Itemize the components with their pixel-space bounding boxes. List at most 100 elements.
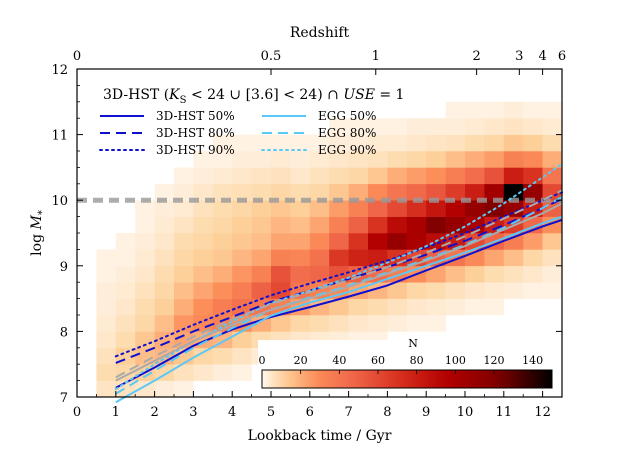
- top-tick-label: 3: [515, 49, 523, 64]
- heatmap-cell: [542, 167, 563, 185]
- heatmap-cell: [523, 282, 543, 299]
- heatmap-cell: [426, 167, 446, 185]
- heatmap-cell: [329, 265, 349, 283]
- heatmap-cell: [309, 249, 330, 267]
- heatmap-cell: [406, 298, 427, 316]
- colorbar-tick-label: 60: [371, 354, 385, 367]
- x-tick-label: 9: [422, 405, 430, 420]
- heatmap-cell: [406, 183, 427, 201]
- heatmap-cell: [426, 315, 446, 332]
- heatmap-cell: [542, 265, 563, 283]
- heatmap-cell: [387, 233, 408, 250]
- heatmap-cell: [503, 167, 524, 185]
- series-line-7: [115, 189, 563, 379]
- heatmap-cell: [96, 265, 117, 283]
- legend-label: EGG 90%: [318, 143, 376, 157]
- heatmap-cell: [445, 167, 466, 185]
- heatmap-cell: [542, 282, 563, 299]
- top-tick-label: 1: [372, 49, 380, 64]
- heatmap-cell: [484, 183, 505, 201]
- heatmap-cell: [329, 183, 349, 201]
- top-tick-label: 0.5: [261, 49, 282, 64]
- top-axis-label: Redshift: [290, 25, 350, 41]
- colorbar-tick-label: 140: [522, 354, 543, 367]
- heatmap-cell: [154, 265, 175, 283]
- heatmap-cell: [251, 216, 272, 234]
- heatmap-cell: [348, 118, 369, 135]
- heatmap-cell: [387, 167, 408, 185]
- y-tick-label: 11: [51, 129, 68, 144]
- heatmap-cell: [193, 167, 214, 185]
- heatmap-cell: [212, 216, 233, 234]
- colorbar: 0 20 40 60 80 100 120 140 N: [258, 337, 556, 390]
- heatmap-cell: [271, 216, 291, 234]
- heatmap-cell: [406, 282, 427, 299]
- y-tick-label: 9: [60, 260, 68, 275]
- heatmap-cell: [406, 134, 427, 152]
- heatmap-cell: [212, 134, 233, 152]
- heatmap-cell: [193, 233, 214, 250]
- heatmap-cell: [523, 200, 543, 217]
- heatmap-cell: [271, 315, 291, 332]
- heatmap-cell: [523, 265, 543, 283]
- heatmap-cell: [348, 233, 369, 250]
- heatmap-cell: [290, 233, 311, 250]
- heatmap-cell: [523, 249, 543, 267]
- heatmap-cell: [542, 101, 563, 119]
- x-tick-label: 1: [112, 405, 120, 420]
- heatmap-cell: [426, 298, 446, 316]
- heatmap-cell: [348, 216, 369, 234]
- heatmap-cell: [523, 183, 543, 201]
- heatmap-cell: [387, 216, 408, 234]
- heatmap-cell: [406, 315, 427, 332]
- heatmap-cell: [193, 298, 214, 316]
- heatmap-cell: [523, 101, 543, 119]
- heatmap-cell: [445, 183, 466, 201]
- heatmap-cell: [96, 315, 117, 332]
- heatmap-cell: [348, 167, 369, 185]
- heatmap-cell: [445, 265, 466, 283]
- heatmap-cell: [523, 151, 543, 168]
- heatmap-cell: [174, 200, 194, 217]
- heatmap-cell: [212, 167, 233, 185]
- heatmap-cell: [154, 216, 175, 234]
- heatmap-cell: [154, 380, 175, 398]
- heatmap-cell: [445, 134, 466, 152]
- heatmap-cell: [465, 151, 485, 168]
- heatmap-cell: [96, 364, 117, 381]
- heatmap-cell: [271, 200, 291, 217]
- heatmap-cell: [542, 249, 563, 267]
- heatmap-cell: [232, 298, 252, 316]
- heatmap-cell: [329, 233, 349, 250]
- heatmap-cell: [309, 183, 330, 201]
- heatmap-cell: [484, 298, 505, 316]
- heatmap-cell: [523, 233, 543, 250]
- heatmap-cell: [271, 233, 291, 250]
- heatmap-cell: [445, 298, 466, 316]
- heatmap-cell: [309, 151, 330, 168]
- heatmap-cell: [115, 233, 136, 250]
- series-layer: [114, 163, 563, 404]
- heatmap-cell: [212, 347, 233, 365]
- heatmap-cell: [368, 200, 388, 217]
- top-tick-label: 6: [558, 49, 566, 64]
- colorbar-tick-label: 20: [294, 354, 308, 367]
- heatmap-cell: [523, 118, 543, 135]
- heatmap-cell: [406, 216, 427, 234]
- heatmap-cell: [465, 298, 485, 316]
- heatmap-cell: [542, 134, 563, 152]
- heatmap-cell: [387, 151, 408, 168]
- heatmap-cell: [135, 216, 155, 234]
- heatmap-cell: [115, 265, 136, 283]
- heatmap-cell: [387, 282, 408, 299]
- heatmap-cell: [193, 265, 214, 283]
- heatmap-cell: [135, 200, 155, 217]
- heatmap-cell: [465, 101, 485, 119]
- heatmap-cell: [193, 364, 214, 381]
- heatmap-cell: [251, 151, 272, 168]
- heatmap-cell: [445, 151, 466, 168]
- heatmap-cell: [251, 249, 272, 267]
- heatmap-cell: [232, 249, 252, 267]
- x-tick-label: 6: [306, 405, 314, 420]
- heatmap-cell: [484, 151, 505, 168]
